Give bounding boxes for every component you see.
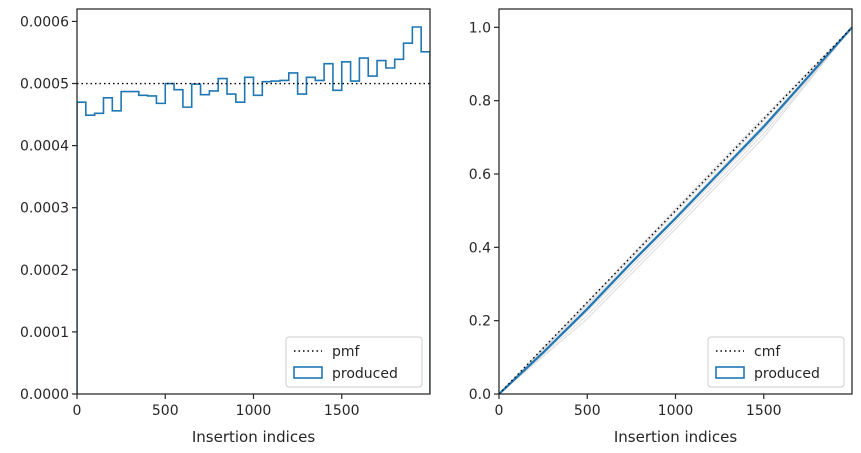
pmf-histogram-panel: 0 500 1000 1500 0.0000 0.0001 0.0002 0.0003 0.00… bbox=[20, 8, 431, 446]
y-tick-label: 0.0002 bbox=[20, 263, 69, 279]
legend-label-reference: cmf bbox=[754, 344, 781, 360]
y-tick-label: 0.0 bbox=[469, 387, 491, 403]
legend-box bbox=[707, 336, 845, 388]
y-tick-label: 0.0005 bbox=[20, 77, 69, 93]
plot-area bbox=[499, 26, 852, 394]
produced-step-series bbox=[77, 26, 430, 394]
cmf-line-panel: 0 500 1000 1500 0.0 0.2 0.4 0.6 0.8 1.0 Insertion … bbox=[469, 8, 853, 446]
axes-frame bbox=[498, 8, 853, 395]
y-tick-label: 0.4 bbox=[469, 240, 491, 256]
plot-area bbox=[77, 26, 430, 394]
y-tick-label: 0.0001 bbox=[20, 325, 69, 341]
x-tick-label: 0 bbox=[495, 403, 504, 419]
sample-line-3 bbox=[499, 27, 852, 394]
legend: cmf produced bbox=[707, 336, 845, 388]
legend-label-reference: pmf bbox=[332, 344, 361, 360]
legend: pmf produced bbox=[285, 336, 423, 388]
x-tick-label: 0 bbox=[73, 403, 82, 419]
y-tick-label: 0.2 bbox=[469, 314, 491, 330]
legend-swatch-produced bbox=[293, 366, 323, 379]
x-tick-label: 500 bbox=[574, 403, 601, 419]
sample-line-5 bbox=[499, 26, 852, 394]
y-tick-label: 1.0 bbox=[469, 20, 491, 36]
x-axis-label: Insertion indices bbox=[614, 428, 737, 446]
cmf-reference-line bbox=[499, 26, 852, 394]
legend-swatch-produced bbox=[715, 366, 745, 379]
produced-line-series bbox=[499, 26, 852, 394]
x-tick-label: 1500 bbox=[746, 403, 782, 419]
x-tick-label: 500 bbox=[152, 403, 179, 419]
y-tick-label: 0.8 bbox=[469, 94, 491, 110]
legend-label-produced: produced bbox=[754, 366, 820, 382]
x-tick-label: 1000 bbox=[658, 403, 694, 419]
y-tick-label: 0.0006 bbox=[20, 14, 69, 30]
sample-line-0 bbox=[499, 26, 852, 394]
legend-box bbox=[285, 336, 423, 388]
x-tick-label: 1000 bbox=[236, 403, 272, 419]
x-axis-label: Insertion indices bbox=[192, 428, 315, 446]
y-tick-label: 0.0004 bbox=[20, 139, 69, 155]
x-tick-label: 1500 bbox=[324, 403, 360, 419]
legend-label-produced: produced bbox=[332, 366, 398, 382]
sample-line-4 bbox=[499, 27, 852, 394]
y-tick-label: 0.6 bbox=[469, 167, 491, 183]
y-tick-label: 0.0003 bbox=[20, 201, 69, 217]
y-tick-label: 0.0000 bbox=[20, 387, 69, 403]
